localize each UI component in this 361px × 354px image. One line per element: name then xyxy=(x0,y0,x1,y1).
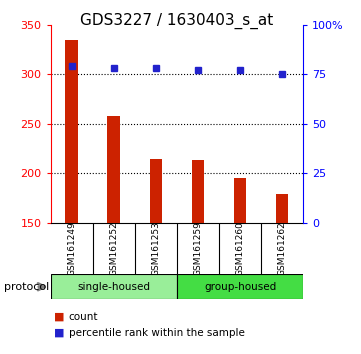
Bar xyxy=(51,274,177,299)
Bar xyxy=(177,274,303,299)
Text: count: count xyxy=(69,312,98,322)
Bar xyxy=(234,178,246,223)
Text: GSM161252: GSM161252 xyxy=(109,221,118,276)
Text: GDS3227 / 1630403_s_at: GDS3227 / 1630403_s_at xyxy=(80,12,274,29)
Text: GSM161262: GSM161262 xyxy=(278,221,287,276)
Text: GSM161249: GSM161249 xyxy=(67,221,76,276)
Text: GSM161253: GSM161253 xyxy=(151,221,160,276)
Bar xyxy=(276,194,288,223)
Text: ■: ■ xyxy=(54,312,65,322)
Text: single-housed: single-housed xyxy=(77,282,150,292)
Text: GSM161260: GSM161260 xyxy=(236,221,244,276)
Text: protocol: protocol xyxy=(4,282,49,292)
Text: percentile rank within the sample: percentile rank within the sample xyxy=(69,328,244,338)
Bar xyxy=(192,160,204,223)
Bar xyxy=(149,159,162,223)
Text: GSM161259: GSM161259 xyxy=(193,221,203,276)
Bar xyxy=(107,116,120,223)
Bar xyxy=(65,40,78,223)
Text: ■: ■ xyxy=(54,328,65,338)
Text: group-housed: group-housed xyxy=(204,282,276,292)
